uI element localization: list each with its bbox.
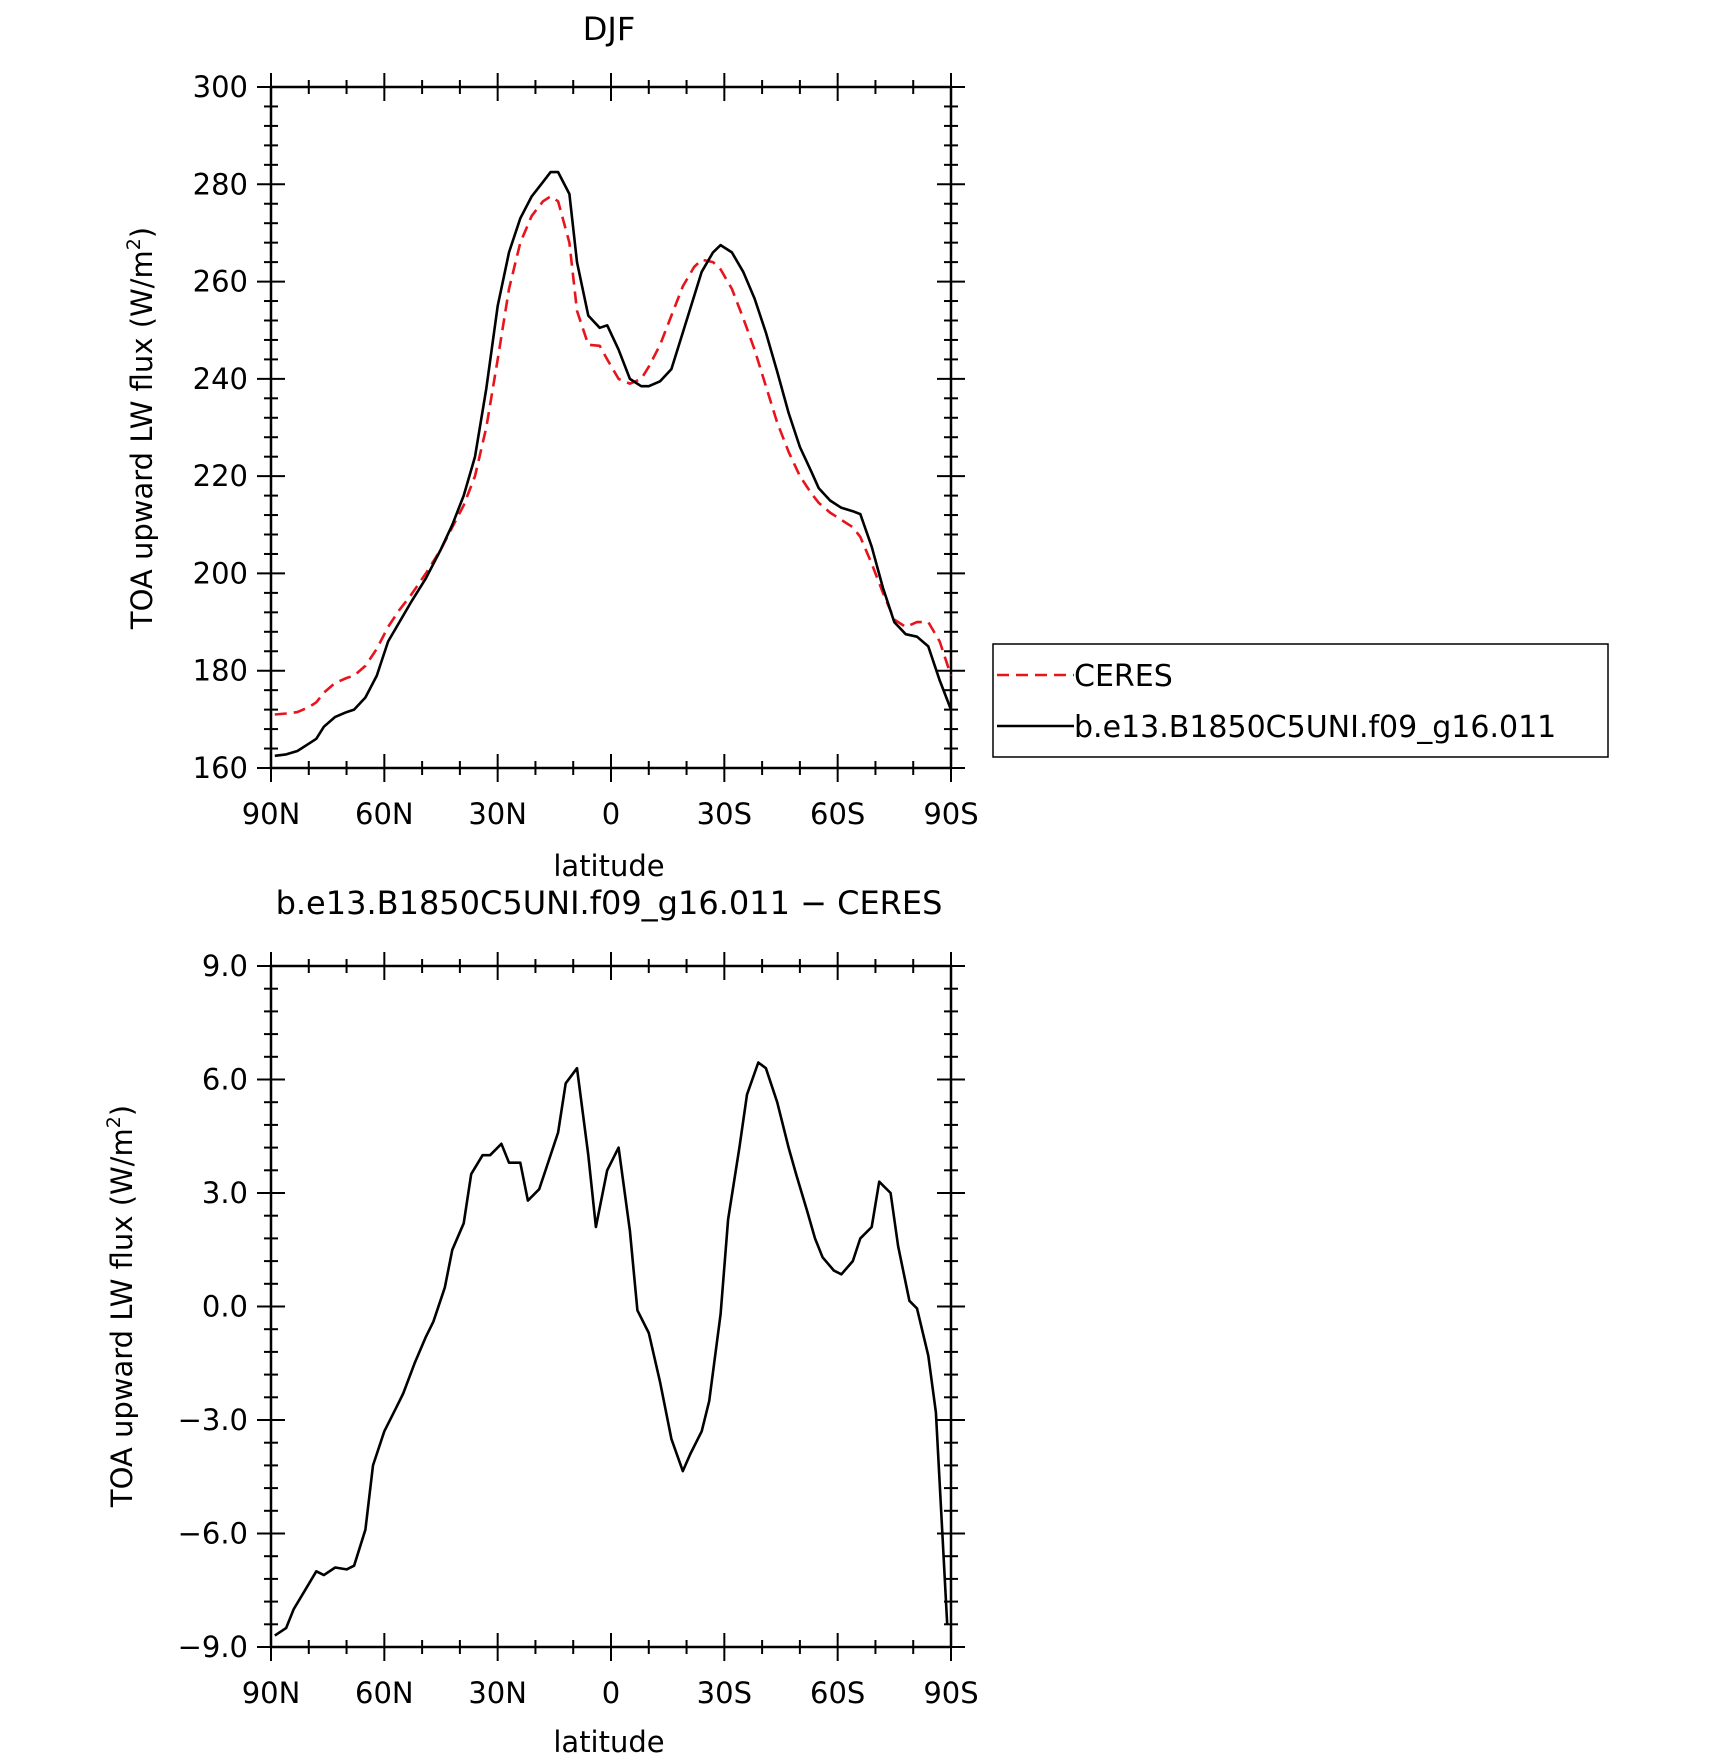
bottom-x-axis-label: latitude (553, 1725, 664, 1756)
top-panel: DJF 90N 60N 30N 0 30S 60S 90S 160 180 200 220 240 2… (123, 10, 979, 883)
bottom-y-tick-labels: −9.0 −6.0 −3.0 0.0 3.0 6.0 9.0 (178, 949, 248, 1664)
bottom-y-tick-label: 0.0 (202, 1290, 248, 1324)
top-x-tick-label: 60N (355, 797, 414, 831)
top-x-tick-label: 30N (468, 797, 527, 831)
top-x-tick-label: 90S (923, 797, 978, 831)
bottom-plot-frame (269, 964, 953, 1649)
top-title: DJF (583, 10, 635, 48)
legend-label-model: b.e13.B1850C5UNI.f09_g16.011 (1074, 710, 1556, 745)
top-y-tick-label: 180 (193, 654, 248, 688)
top-x-tick-label: 0 (602, 797, 620, 831)
bottom-x-tick-label: 30N (468, 1676, 527, 1710)
top-series-line-0 (274, 195, 953, 716)
bottom-y-tick-label: −6.0 (178, 1517, 248, 1551)
top-y-tick-label: 280 (193, 167, 248, 201)
bottom-y-tick-label: −3.0 (178, 1403, 248, 1437)
bottom-ticks (257, 952, 965, 1661)
bottom-y-tick-label: 6.0 (202, 1063, 248, 1097)
bottom-series-line-0 (274, 1061, 949, 1637)
top-y-tick-label: 220 (193, 459, 248, 493)
bottom-x-tick-label: 60S (810, 1676, 865, 1710)
bottom-x-tick-label: 90N (242, 1676, 301, 1710)
bottom-x-tick-label: 90S (923, 1676, 978, 1710)
bottom-y-axis-label: TOA upward LW flux (W/m2) (103, 1105, 139, 1508)
bottom-x-tick-label: 0 (602, 1676, 620, 1710)
top-x-tick-label: 60S (810, 797, 865, 831)
bottom-panel: b.e13.B1850C5UNI.f09_g16.011 − CERES 90N… (103, 884, 979, 1756)
top-y-tick-label: 240 (193, 362, 248, 396)
top-x-axis-label: latitude (553, 849, 664, 883)
top-series-lines (274, 170, 953, 758)
top-plot-frame (269, 85, 953, 770)
top-y-tick-label: 200 (193, 556, 248, 590)
legend-label-ceres: CERES (1074, 659, 1173, 694)
bottom-x-tick-label: 60N (355, 1676, 414, 1710)
top-ticks (257, 73, 965, 782)
top-y-tick-label: 160 (193, 751, 248, 785)
top-x-tick-label: 90N (242, 797, 301, 831)
top-series-line-1 (274, 170, 953, 758)
bottom-title: b.e13.B1850C5UNI.f09_g16.011 − CERES (276, 884, 943, 922)
legend-box (992, 643, 1609, 758)
top-x-tick-labels: 90N 60N 30N 0 30S 60S 90S (242, 797, 979, 831)
top-x-tick-label: 30S (697, 797, 752, 831)
legend: CERES b.e13.B1850C5UNI.f09_g16.011 (992, 643, 1609, 758)
bottom-y-tick-label: 9.0 (202, 949, 248, 983)
bottom-y-tick-label: 3.0 (202, 1176, 248, 1210)
top-y-axis-label: TOA upward LW flux (W/m2) (123, 227, 159, 630)
bottom-y-tick-label: −9.0 (178, 1630, 248, 1664)
top-y-tick-labels: 160 180 200 220 240 260 280 300 (193, 70, 248, 785)
bottom-x-tick-label: 30S (697, 1676, 752, 1710)
top-y-tick-label: 260 (193, 265, 248, 299)
top-y-tick-label: 300 (193, 70, 248, 104)
bottom-x-tick-labels: 90N 60N 30N 0 30S 60S 90S (242, 1676, 979, 1710)
bottom-series-lines (274, 1061, 949, 1637)
